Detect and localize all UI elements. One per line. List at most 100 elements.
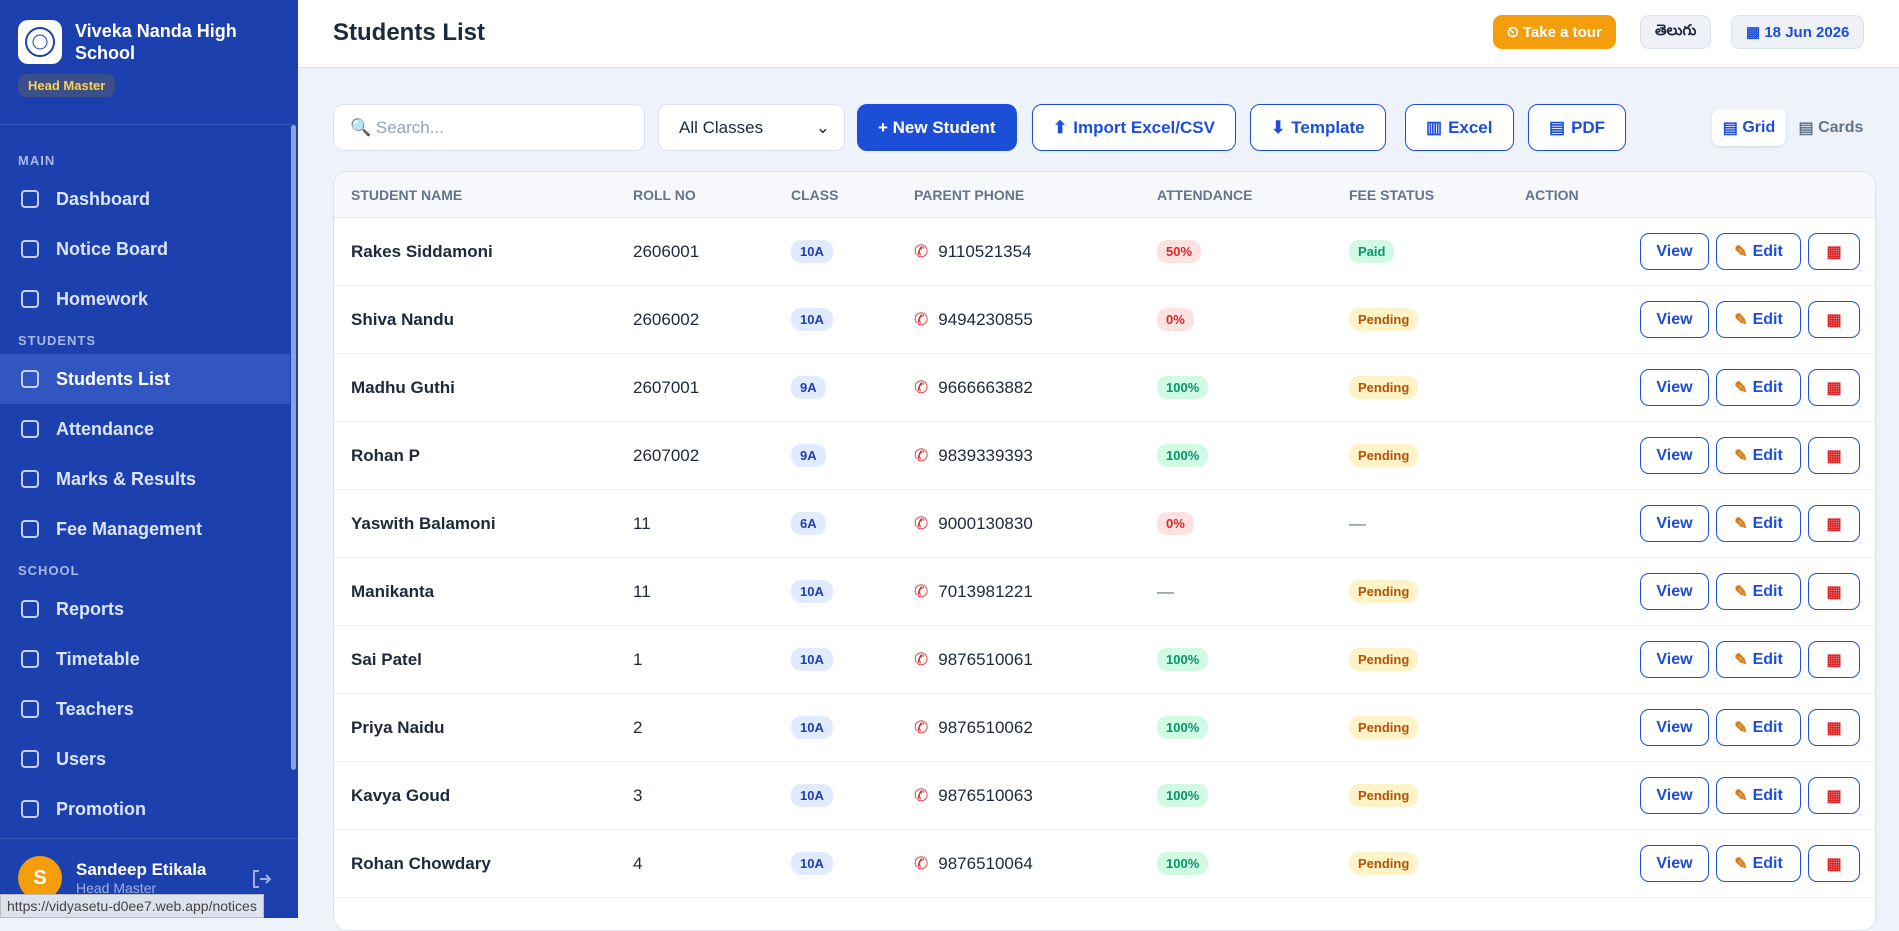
view-button[interactable]: View [1640, 505, 1709, 542]
nav-label: Students List [56, 368, 171, 389]
edit-button[interactable]: ✎ Edit [1716, 505, 1801, 542]
edit-button[interactable]: ✎ Edit [1716, 233, 1801, 270]
nav-item[interactable]: Fee Management [0, 504, 290, 554]
fee-status: Pending [1349, 376, 1419, 399]
label: Cards [1818, 118, 1864, 136]
nav-item[interactable]: Students List [0, 354, 290, 404]
view-button[interactable]: View [1640, 233, 1709, 270]
attendance: 100% [1157, 648, 1209, 671]
toolbar-button[interactable]: ⬆ Import Excel/CSV [1032, 104, 1236, 151]
view-button[interactable]: View [1640, 437, 1709, 474]
view-button[interactable]: View [1640, 845, 1709, 882]
nav-item[interactable]: Users [0, 734, 290, 784]
view-button[interactable]: View [1640, 573, 1709, 610]
attendance-cell: 100% [1157, 830, 1209, 897]
attendance-cell: 100% [1157, 354, 1209, 421]
calendar-button[interactable]: ▦ [1808, 709, 1860, 746]
edit-button[interactable]: ✎ Edit [1716, 777, 1801, 814]
class-cell: 10A [791, 626, 833, 693]
nav-item[interactable]: Timetable [0, 634, 290, 684]
nav-item[interactable]: Teachers [0, 684, 290, 734]
roll-no: 3 [633, 785, 643, 805]
toolbar-button[interactable]: ▥ Excel [1405, 104, 1514, 151]
nav-icon [21, 470, 39, 488]
class-cell: 10A [791, 286, 833, 353]
nav-item[interactable]: Marks & Results [0, 454, 290, 504]
edit-button[interactable]: ✎ Edit [1716, 709, 1801, 746]
calendar-button[interactable]: ▦ [1808, 233, 1860, 270]
nav-item[interactable]: Homework [0, 274, 290, 324]
attendance-cell: — [1157, 558, 1174, 625]
calendar-button[interactable]: ▦ [1808, 641, 1860, 678]
nav-item[interactable]: Dashboard [0, 174, 290, 224]
tour-button[interactable]: ⏲ Take a tour [1493, 15, 1616, 49]
view-button[interactable]: View [1640, 369, 1709, 406]
calendar-button[interactable]: ▦ [1808, 437, 1860, 474]
attendance-cell: 100% [1157, 694, 1209, 761]
fee-status: Pending [1349, 444, 1419, 467]
icon: ✎ [1734, 855, 1748, 873]
class-badge: 10A [791, 716, 833, 739]
fee-status: Pending [1349, 852, 1419, 875]
phone-icon: ✆ [914, 309, 929, 329]
table-row: Rohan Chowdary 4 10A ✆ 9876510064 100% Pending… [334, 830, 1875, 898]
calendar-button[interactable]: ▦ [1808, 369, 1860, 406]
calendar-button[interactable]: ▦ [1808, 573, 1860, 610]
view-button[interactable]: View [1640, 709, 1709, 746]
view-button[interactable]: View [1640, 777, 1709, 814]
search-input[interactable]: 🔍 Search... [333, 104, 645, 151]
nav-label: Reports [56, 598, 125, 619]
column-header: ROLL NO [633, 186, 696, 203]
language-button[interactable]: తెలుగు [1640, 15, 1712, 49]
fee-status-cell: — [1349, 490, 1366, 557]
calendar-button[interactable]: ▦ [1808, 845, 1860, 882]
parent-phone: 9876510064 [938, 853, 1033, 873]
avatar: S [18, 856, 62, 900]
new-student-button[interactable]: + New Student [857, 104, 1017, 151]
view-button[interactable]: View [1640, 641, 1709, 678]
roll-no: 4 [633, 853, 643, 873]
toolbar-button[interactable]: ▤ PDF [1528, 104, 1627, 151]
phone-cell: ✆ 9876510063 [914, 762, 1033, 829]
fee-status-cell: Paid [1349, 218, 1395, 285]
attendance-cell: 50% [1157, 218, 1202, 285]
view-button[interactable]: View [1640, 301, 1709, 338]
table-row: Yaswith Balamoni 11 6A ✆ 9000130830 0% — View ✎ E… [334, 490, 1875, 558]
edit-button[interactable]: ✎ Edit [1716, 369, 1801, 406]
calendar-button[interactable]: ▦ [1808, 777, 1860, 814]
nav-label: Timetable [56, 648, 140, 669]
class-badge: 10A [791, 648, 833, 671]
class-cell: 10A [791, 558, 833, 625]
nav-item[interactable]: Attendance [0, 404, 290, 454]
table-row: Sai Patel 1 10A ✆ 9876510061 100% Pending View ✎… [334, 626, 1875, 694]
nav-item[interactable]: Promotion [0, 784, 290, 834]
logout[interactable] [250, 868, 272, 890]
scrollbar [291, 125, 296, 770]
edit-button[interactable]: ✎ Edit [1716, 573, 1801, 610]
attendance-cell: 0% [1157, 286, 1194, 353]
nav-item[interactable]: Notice Board [0, 224, 290, 274]
icon: ▥ [1426, 117, 1443, 137]
edit-button[interactable]: ✎ Edit [1716, 641, 1801, 678]
cards-toggle[interactable]: ▤ Cards [1798, 118, 1864, 137]
nav-item[interactable]: Reports [0, 584, 290, 634]
icon: ✎ [1734, 243, 1748, 261]
calendar-button[interactable]: ▦ [1808, 505, 1860, 542]
class-cell: 10A [791, 218, 833, 285]
nav-icon [21, 240, 39, 258]
edit-button[interactable]: ✎ Edit [1716, 301, 1801, 338]
toolbar-button[interactable]: ⬇ Template [1250, 104, 1386, 151]
calendar-button[interactable]: ▦ [1808, 301, 1860, 338]
phone-cell: ✆ 9110521354 [914, 218, 1032, 285]
phone-icon: ✆ [914, 785, 929, 805]
nav-section: MAIN [18, 153, 56, 168]
nav-label: Dashboard [56, 188, 151, 209]
edit-button[interactable]: ✎ Edit [1716, 437, 1801, 474]
class-cell: 10A [791, 830, 833, 897]
class-select[interactable]: All Classes ⌄ [658, 104, 845, 151]
divider [0, 838, 298, 839]
phone-cell: ✆ 9876510064 [914, 830, 1033, 897]
grid-toggle[interactable]: ▤ Grid [1712, 109, 1786, 146]
edit-button[interactable]: ✎ Edit [1716, 845, 1801, 882]
nav-icon [21, 750, 39, 768]
